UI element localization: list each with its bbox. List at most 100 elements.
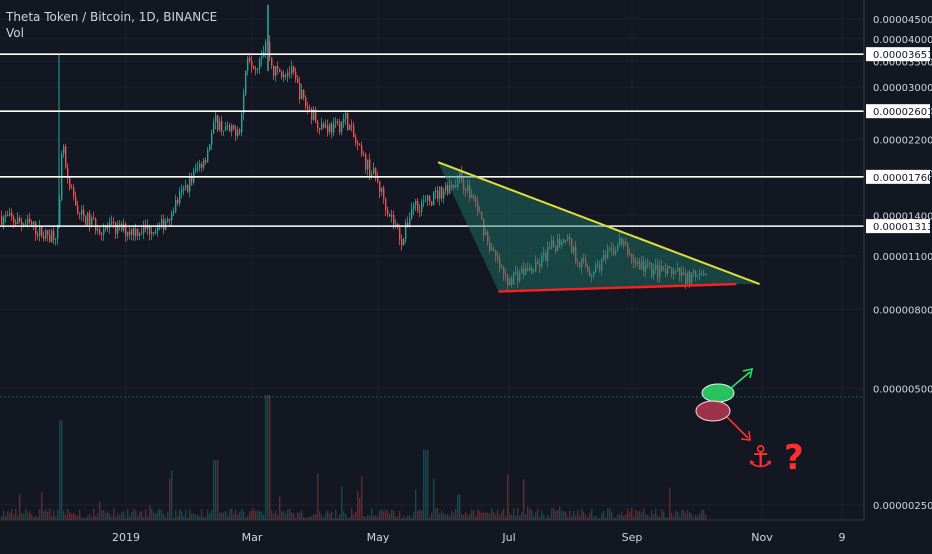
candle-body [139, 233, 141, 236]
candle-body [493, 248, 495, 251]
volume-bar [697, 516, 699, 520]
candle-body [27, 218, 29, 224]
volume-bar [85, 517, 87, 520]
volume-bar [199, 516, 201, 520]
volume-bar [467, 515, 469, 520]
candle-body [515, 271, 517, 273]
volume-bar [663, 511, 665, 520]
candle-body [433, 192, 435, 206]
candle-body [499, 259, 501, 268]
volume-bar [435, 508, 437, 520]
volume-bar [217, 460, 219, 520]
volume-bar [179, 509, 181, 520]
candle-body [695, 270, 697, 277]
volume-bar [67, 508, 69, 520]
level-price-label: 0.00003651 [873, 50, 932, 61]
candle-body [353, 125, 355, 138]
candle-body [409, 218, 411, 227]
volume-bar [193, 513, 195, 520]
candle-body [231, 125, 233, 132]
candle-body [377, 177, 379, 182]
candle-body [605, 254, 607, 259]
volume-bar [399, 510, 401, 520]
volume-bar [379, 510, 381, 520]
volume-bar [293, 513, 295, 520]
volume-bar [207, 509, 209, 520]
candle-body [663, 269, 665, 271]
candle-body [173, 211, 175, 213]
volume-bar [37, 516, 39, 520]
volume-bar [673, 516, 675, 520]
volume-bar [599, 517, 601, 520]
candle-body [277, 66, 279, 69]
candle-body [413, 204, 415, 209]
candle-body [535, 261, 537, 272]
candle-body [63, 146, 65, 154]
volume-bar [443, 513, 445, 520]
candle-body [295, 72, 297, 79]
volume-bar [29, 510, 31, 520]
candle-body [67, 167, 69, 178]
volume-bar [325, 512, 327, 520]
candle-body [243, 94, 245, 114]
time-tick-label: Nov [751, 531, 773, 544]
candle-body [57, 224, 59, 239]
volume-bar [345, 514, 347, 520]
level-price-tag [866, 47, 930, 62]
candle-body [301, 89, 303, 99]
candle-body [405, 222, 407, 239]
volume-bar [19, 494, 21, 520]
candle-body [343, 118, 345, 123]
volume-bar [261, 511, 263, 520]
volume-bar [273, 513, 275, 520]
volume-bar [347, 517, 349, 520]
volume-bar [115, 516, 117, 520]
volume-bar [545, 517, 547, 520]
time-tick-label: 2019 [112, 531, 140, 544]
volume-bar [451, 511, 453, 520]
volume-bar [79, 509, 81, 520]
volume-bar [433, 478, 435, 520]
candle-body [541, 255, 543, 267]
candle-body [261, 56, 263, 60]
candle-body [503, 267, 505, 275]
volume-bar [187, 517, 189, 520]
candle-body [565, 239, 567, 241]
candle-body [329, 123, 331, 133]
volume-bar [645, 513, 647, 520]
volume-bar [201, 509, 203, 520]
level-price-tag [866, 219, 930, 234]
volume-bar [15, 508, 17, 520]
volume-bar [39, 508, 41, 520]
candle-body [275, 66, 277, 76]
volume-bar [171, 470, 173, 520]
volume-bar [151, 508, 153, 520]
candle-body [471, 195, 473, 198]
candle-body [543, 252, 545, 256]
candle-body [667, 266, 669, 274]
volume-bars [1, 395, 707, 520]
volume-bar [383, 511, 385, 520]
volume-bar [473, 509, 475, 520]
volume-bar [567, 516, 569, 520]
candle-body [273, 65, 275, 76]
volume-bar [557, 510, 559, 520]
price-axis: 0.00004500 0.00004000 0.00003500 0.00003000… [863, 0, 932, 550]
candle-body [385, 198, 387, 210]
volume-bar [209, 513, 211, 520]
volume-bar [413, 511, 415, 520]
volume-bar [679, 516, 681, 520]
volume-bar [503, 508, 505, 520]
symbol-title: Theta Token / Bitcoin, 1D, BINANCE [6, 10, 218, 24]
candle-body [445, 185, 447, 192]
candle-body [441, 187, 443, 199]
volume-bar [665, 517, 667, 520]
candle-body [655, 264, 657, 270]
candle-body [121, 223, 123, 231]
candle-body [59, 199, 61, 225]
candle-body [481, 211, 483, 220]
volume-bar [137, 515, 139, 520]
